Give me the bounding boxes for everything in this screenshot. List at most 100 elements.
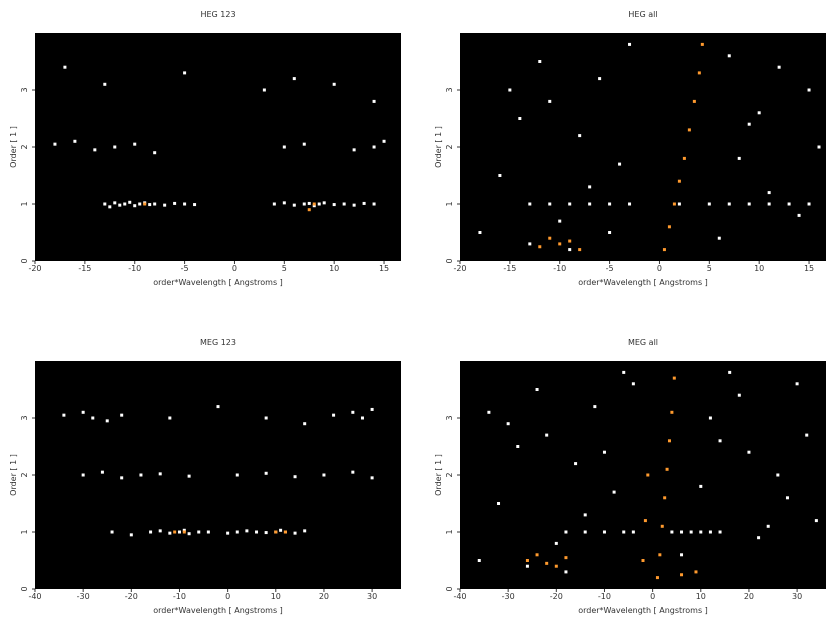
point — [332, 413, 336, 417]
point — [173, 201, 177, 205]
point — [747, 450, 751, 454]
point — [63, 65, 67, 69]
point — [708, 530, 712, 534]
y-tick-label: 0 — [445, 258, 454, 263]
x-tick-label: -20 — [28, 264, 41, 273]
point — [158, 472, 162, 476]
point — [372, 99, 376, 103]
point — [168, 416, 172, 420]
point — [293, 531, 297, 535]
point — [182, 530, 186, 534]
point — [687, 128, 691, 132]
y-tick-label: 3 — [20, 87, 29, 92]
point — [564, 530, 568, 534]
plot-area — [460, 361, 826, 589]
point — [351, 470, 355, 474]
point — [558, 219, 562, 223]
y-tick-label: 1 — [445, 529, 454, 534]
point — [646, 473, 650, 477]
x-tick-label: 10 — [754, 264, 764, 273]
point — [255, 530, 259, 534]
point — [370, 476, 374, 480]
point — [672, 202, 676, 206]
point — [660, 524, 664, 528]
point — [667, 225, 671, 229]
point — [477, 559, 481, 562]
point — [588, 202, 592, 206]
point — [322, 201, 326, 205]
point — [245, 529, 249, 533]
point — [168, 531, 172, 535]
point — [183, 202, 187, 206]
point — [622, 530, 626, 534]
point — [699, 484, 703, 488]
point — [292, 203, 296, 207]
point — [767, 191, 771, 195]
point — [672, 376, 676, 380]
x-axis-label: order*Wavelength [ Angstroms ] — [578, 606, 708, 615]
point — [697, 71, 701, 75]
point — [554, 541, 558, 545]
point — [795, 382, 799, 386]
x-tick-label: 15 — [804, 264, 814, 273]
panel-title: HEG 123 — [200, 10, 235, 19]
point — [525, 564, 529, 568]
point — [129, 533, 133, 537]
point — [682, 156, 686, 160]
point — [628, 42, 632, 46]
point — [282, 201, 286, 205]
point — [216, 405, 220, 409]
point — [525, 559, 529, 562]
point — [777, 65, 781, 69]
x-tick-label: 30 — [367, 592, 377, 601]
point — [62, 413, 66, 417]
point — [757, 536, 761, 540]
point — [663, 496, 667, 500]
point — [662, 248, 666, 252]
plot-area — [35, 33, 401, 261]
y-tick-label: 2 — [445, 472, 454, 477]
point — [766, 524, 770, 528]
point — [272, 202, 276, 206]
point — [655, 576, 659, 580]
x-tick-label: 0 — [232, 264, 237, 273]
point — [583, 530, 587, 534]
y-tick-label: 3 — [445, 87, 454, 92]
point — [177, 530, 181, 534]
point — [282, 145, 286, 149]
y-tick-label: 2 — [20, 144, 29, 149]
point — [105, 419, 109, 423]
point — [578, 248, 582, 252]
point — [717, 236, 721, 240]
point — [807, 88, 811, 92]
point — [558, 242, 562, 246]
point — [183, 71, 187, 75]
x-tick-label: -40 — [453, 592, 466, 601]
point — [707, 202, 711, 206]
point — [138, 202, 142, 206]
point — [110, 530, 114, 534]
point — [718, 530, 722, 534]
point — [283, 530, 287, 534]
point — [187, 474, 191, 478]
x-tick-label: -10 — [598, 592, 611, 601]
point — [332, 203, 336, 207]
point — [708, 416, 712, 420]
point — [737, 393, 741, 397]
point — [670, 530, 674, 534]
x-tick-label: 20 — [744, 592, 754, 601]
x-tick-label: 30 — [792, 592, 802, 601]
point — [235, 530, 239, 534]
point — [317, 202, 321, 206]
point — [767, 202, 771, 206]
point — [173, 530, 177, 534]
x-tick-label: 10 — [696, 592, 706, 601]
point — [680, 553, 684, 557]
point — [133, 142, 137, 146]
point — [528, 202, 532, 206]
point — [568, 248, 572, 252]
point — [226, 531, 230, 535]
point — [548, 202, 552, 206]
point — [665, 467, 669, 471]
point — [776, 473, 780, 477]
